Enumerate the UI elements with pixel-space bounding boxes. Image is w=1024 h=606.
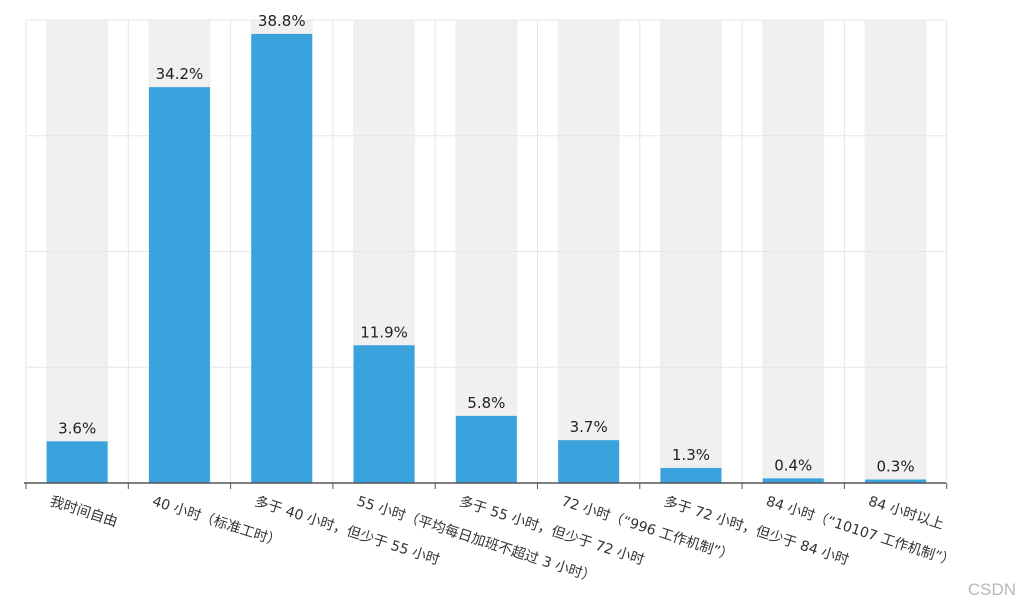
data-label-6: 1.3% (672, 446, 710, 464)
x-tick-label-8: 84 小时以上 (866, 494, 945, 533)
bar-6 (660, 467, 722, 483)
data-label-4: 5.8% (467, 394, 505, 412)
data-label-8: 0.3% (876, 458, 914, 476)
data-label-7: 0.4% (774, 456, 812, 474)
bar-1 (148, 87, 210, 483)
x-tick-label-2: 多于 40 小时，但少于 55 小时 (253, 493, 442, 569)
x-tick-label-5: 72 小时（“996 工作机制”） (559, 494, 735, 565)
data-label-1: 34.2% (156, 65, 204, 83)
bar-0 (46, 441, 108, 483)
data-label-3: 11.9% (360, 323, 408, 341)
bar-7 (762, 478, 824, 483)
bar-5 (558, 440, 620, 483)
data-label-5: 3.7% (570, 418, 608, 436)
bar-4 (455, 415, 517, 483)
bar-8 (865, 479, 927, 483)
x-tick-label-0: 我时间自由 (48, 494, 120, 531)
x-tick-label-6: 多于 72 小时，但少于 84 小时 (662, 493, 851, 569)
data-label-2: 38.8% (258, 12, 306, 30)
data-label-0: 3.6% (58, 419, 96, 437)
bar-3 (353, 345, 415, 483)
watermark: CSDN (967, 580, 1016, 599)
bar-2 (251, 33, 313, 483)
x-tick-label-7: 84 小时（“10107 工作机制”） (764, 494, 957, 570)
